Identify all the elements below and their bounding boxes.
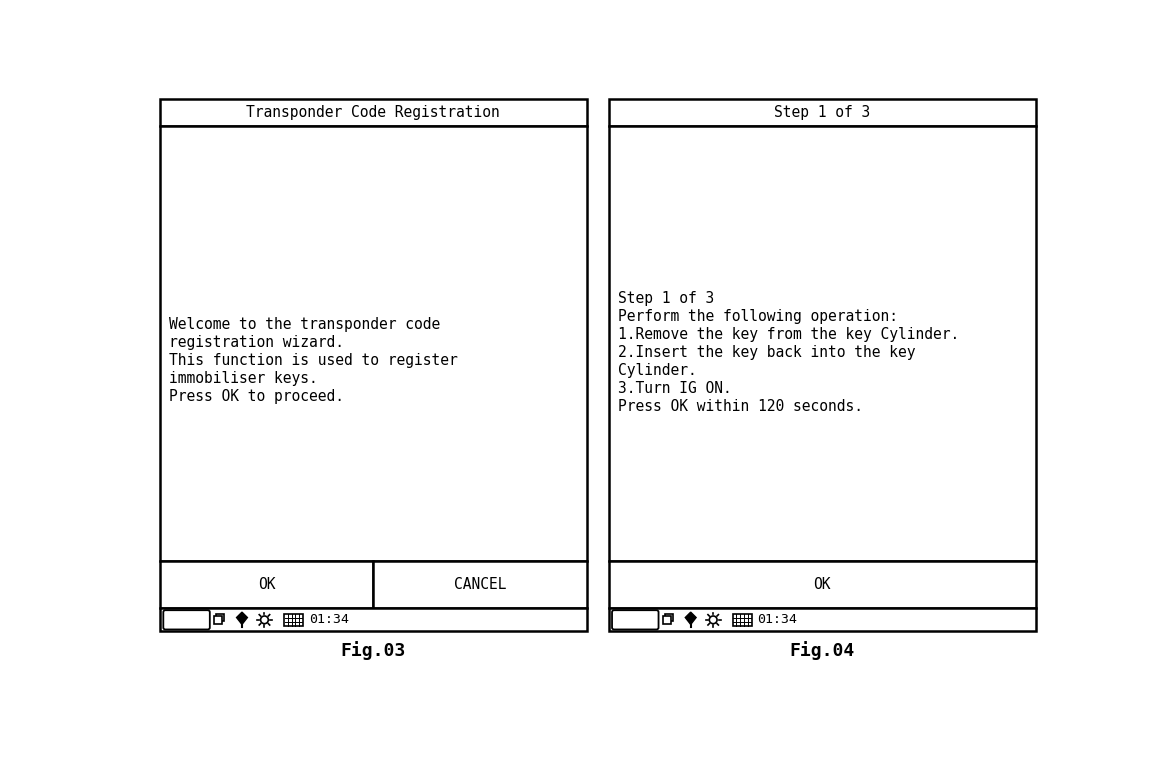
- Text: OK: OK: [258, 577, 275, 592]
- Bar: [663, 616, 671, 624]
- Text: Fig.03: Fig.03: [341, 640, 406, 659]
- Text: Transponder Code Registration: Transponder Code Registration: [246, 105, 501, 120]
- Bar: [665, 614, 673, 621]
- Text: Fig.04: Fig.04: [789, 640, 854, 659]
- Bar: [608, 98, 1035, 126]
- Text: Step 1 of 3
Perform the following operation:
1.Remove the key from the key Cylin: Step 1 of 3 Perform the following operat…: [617, 291, 959, 414]
- Text: Step 1 of 3: Step 1 of 3: [774, 105, 871, 120]
- Bar: [160, 98, 587, 126]
- Bar: [160, 609, 587, 631]
- Text: Start: Start: [616, 613, 654, 626]
- Polygon shape: [685, 612, 697, 625]
- Text: OK: OK: [813, 577, 831, 592]
- Text: 01:34: 01:34: [308, 613, 349, 626]
- Bar: [214, 616, 222, 624]
- Text: CANCEL: CANCEL: [454, 577, 506, 592]
- Polygon shape: [237, 612, 247, 625]
- Text: Welcome to the transponder code
registration wizard.
This function is used to re: Welcome to the transponder code registra…: [169, 317, 457, 404]
- Bar: [608, 609, 1035, 631]
- Bar: [733, 614, 752, 626]
- Bar: [608, 126, 1035, 560]
- Bar: [373, 560, 587, 609]
- Bar: [216, 614, 224, 621]
- Text: 01:34: 01:34: [757, 613, 797, 626]
- Bar: [160, 126, 587, 560]
- Bar: [284, 614, 303, 626]
- Bar: [160, 560, 373, 609]
- FancyBboxPatch shape: [612, 610, 658, 630]
- Text: Start: Start: [168, 613, 205, 626]
- FancyBboxPatch shape: [163, 610, 210, 630]
- Bar: [608, 560, 1035, 609]
